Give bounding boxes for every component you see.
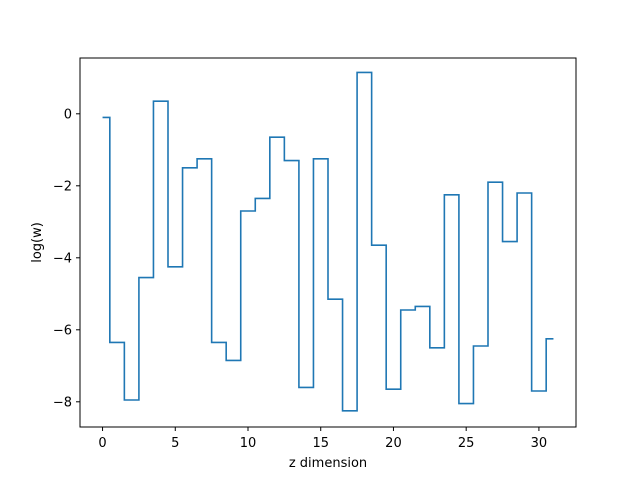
y-tick-label: −6	[53, 323, 72, 338]
y-tick-label: 0	[64, 107, 72, 122]
x-axis-label: z dimension	[289, 456, 367, 471]
x-tick-label: 10	[240, 436, 257, 451]
y-tick-label: −4	[53, 251, 72, 266]
x-tick-label: 25	[458, 436, 475, 451]
y-tick-label: −2	[53, 179, 72, 194]
axes-frame	[79, 57, 577, 428]
y-axis-label: log(w)	[30, 222, 45, 263]
x-tick-label: 20	[385, 436, 402, 451]
plot-area	[102, 71, 554, 412]
x-tick-label: 5	[171, 436, 179, 451]
y-tick-label: −8	[53, 395, 72, 410]
x-tick-label: 15	[312, 436, 329, 451]
x-tick-label: 0	[98, 436, 106, 451]
x-axis: 0 5 10 15 20 25 30	[98, 427, 547, 451]
x-tick-label: 30	[531, 436, 548, 451]
series-line	[102, 71, 554, 412]
y-axis: 0 −2 −4 −6 −8	[53, 107, 80, 410]
